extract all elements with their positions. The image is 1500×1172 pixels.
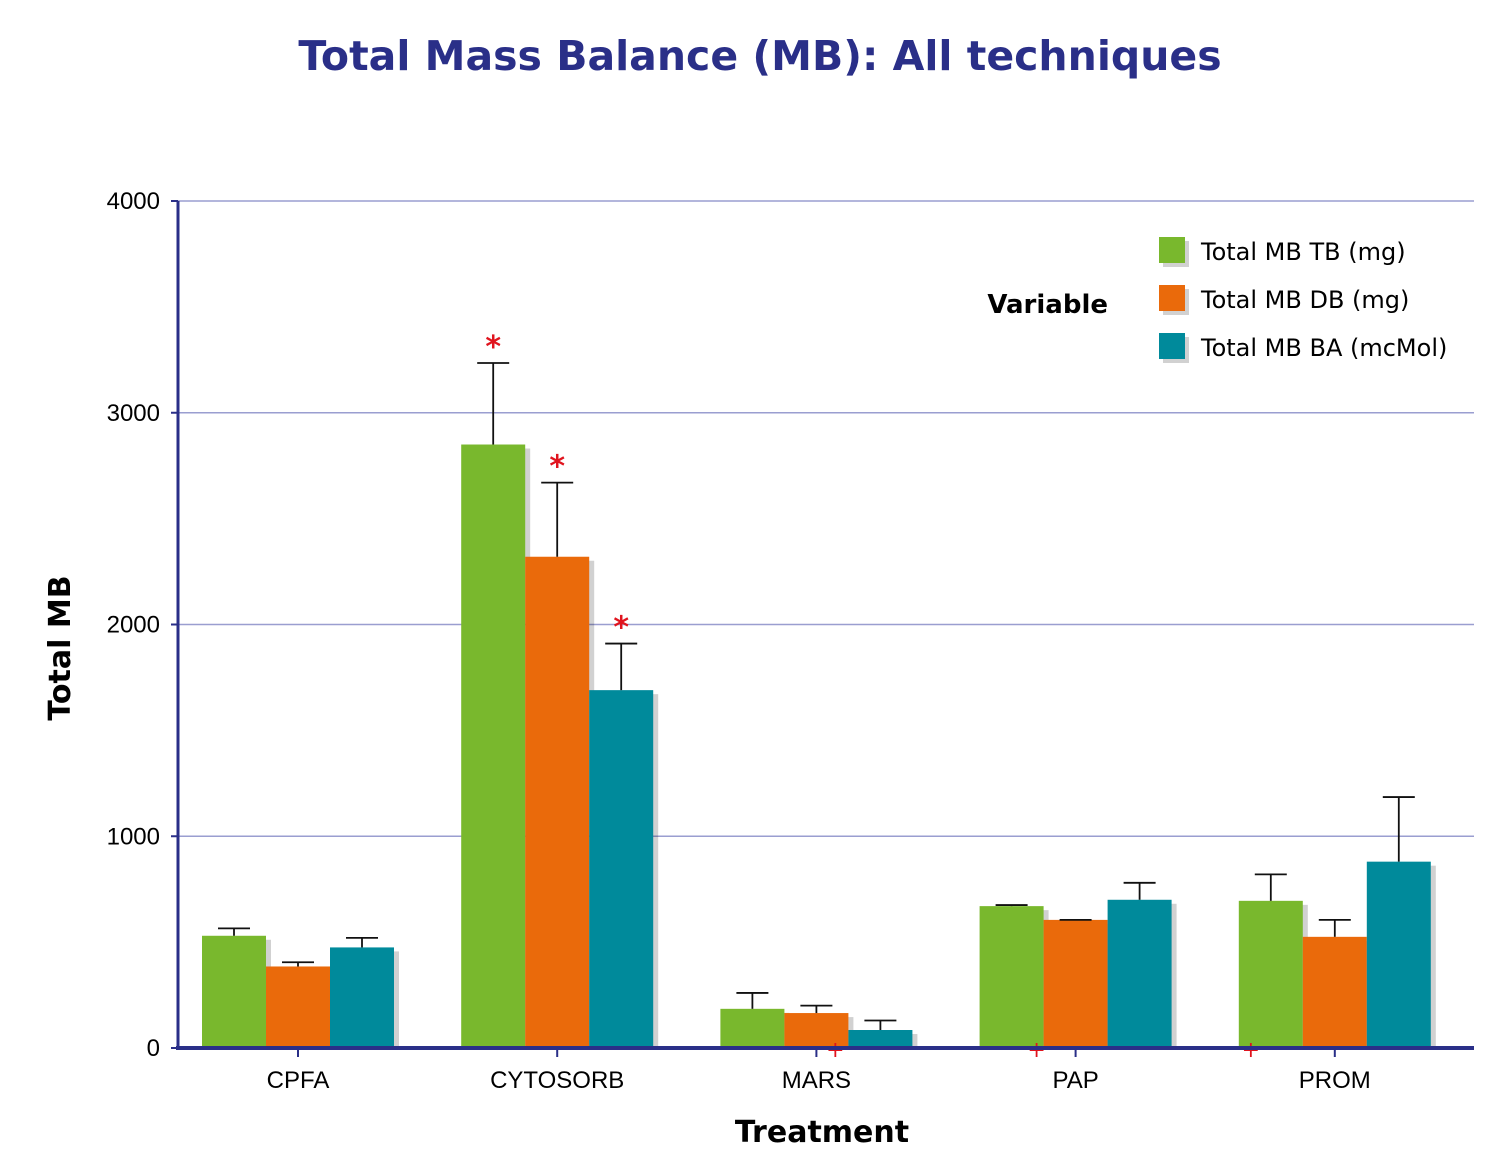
secondary-marker: +	[1027, 1038, 1045, 1063]
legend-entry: Total MB DB (mg)	[1159, 285, 1409, 315]
error-bar-cytosorb-series-0	[477, 362, 510, 445]
bar-cpfa-series-0	[202, 935, 266, 1048]
y-tick-label: 1000	[107, 823, 160, 850]
legend-title: Variable	[987, 290, 1108, 320]
error-bar-mars-series-0	[736, 992, 769, 1009]
bar-prom-series-1	[1302, 936, 1367, 1048]
secondary-marker: +	[1242, 1038, 1260, 1063]
bar-cytosorb-series-2	[589, 690, 654, 1048]
chart-title: Total Mass Balance (MB): All techniques	[298, 32, 1221, 80]
bar-mars-series-2	[848, 1030, 913, 1048]
error-bar-cpfa-series-1	[282, 961, 314, 967]
x-category-label: PAP	[1052, 1067, 1098, 1094]
axes	[171, 200, 1474, 1057]
y-tick-label: 0	[147, 1035, 160, 1062]
legend-entry: Total MB BA (mcMol)	[1159, 333, 1447, 363]
error-bars	[218, 362, 1415, 1031]
y-axis-title: Total MB	[43, 575, 78, 720]
secondary-marker: +	[826, 1038, 844, 1063]
y-tick-labels: 0 1000 2000 3000 4000	[107, 188, 160, 1062]
error-bar-mars-series-1	[800, 1004, 833, 1014]
bar-cytosorb-series-1	[525, 556, 590, 1048]
significance-asterisk: *	[485, 330, 501, 365]
y-tick-label: 4000	[107, 188, 160, 215]
error-bar-cytosorb-series-2	[605, 642, 638, 691]
bar-pap-series-2	[1107, 899, 1172, 1048]
error-bar-cpfa-series-2	[346, 936, 378, 948]
bar-cpfa-series-1	[266, 966, 330, 1048]
error-bar-cpfa-series-0	[218, 927, 250, 936]
legend-swatch	[1159, 237, 1185, 263]
bar-pap-series-0	[979, 906, 1044, 1048]
x-category-label: PROM	[1299, 1067, 1371, 1094]
bar-pap-series-1	[1043, 919, 1108, 1048]
legend-entry: Total MB TB (mg)	[1159, 237, 1406, 267]
significance-asterisk: *	[613, 611, 629, 646]
x-category-label: CYTOSORB	[490, 1067, 624, 1094]
bar-cytosorb-series-0	[461, 444, 526, 1048]
bar-cpfa-series-2	[330, 947, 394, 1048]
grid-lines	[178, 200, 1474, 837]
x-category-label: MARS	[782, 1067, 851, 1094]
significance-asterisk: *	[549, 450, 565, 485]
bar-prom-series-0	[1238, 900, 1303, 1048]
bar-mars-series-0	[720, 1008, 785, 1048]
legend-label: Total MB BA (mcMol)	[1200, 334, 1447, 362]
bars	[202, 444, 1436, 1048]
y-tick-label: 3000	[107, 400, 160, 427]
bar-prom-series-2	[1366, 861, 1431, 1048]
significance-markers: * * * + + +	[485, 330, 1260, 1063]
error-bar-mars-series-2	[864, 1019, 897, 1031]
legend-label: Total MB DB (mg)	[1200, 286, 1409, 314]
legend-swatch	[1159, 285, 1185, 311]
x-category-label: CPFA	[267, 1067, 330, 1094]
error-bar-pap-series-2	[1123, 881, 1156, 900]
y-tick-label: 2000	[107, 612, 160, 639]
error-bar-cytosorb-series-1	[541, 481, 574, 557]
legend-swatch	[1159, 333, 1185, 359]
bar-mars-series-1	[784, 1013, 849, 1048]
legend: Variable Total MB TB (mg) Total MB DB (mg…	[987, 237, 1447, 363]
error-bar-prom-series-0	[1254, 873, 1287, 901]
x-axis-title: Treatment	[735, 1115, 909, 1150]
x-category-labels: CPFA CYTOSORB MARS PAP PROM	[267, 1067, 1371, 1094]
legend-label: Total MB TB (mg)	[1200, 238, 1406, 266]
error-bar-prom-series-2	[1382, 796, 1415, 862]
error-bar-pap-series-0	[995, 904, 1028, 907]
error-bar-prom-series-1	[1318, 918, 1351, 937]
